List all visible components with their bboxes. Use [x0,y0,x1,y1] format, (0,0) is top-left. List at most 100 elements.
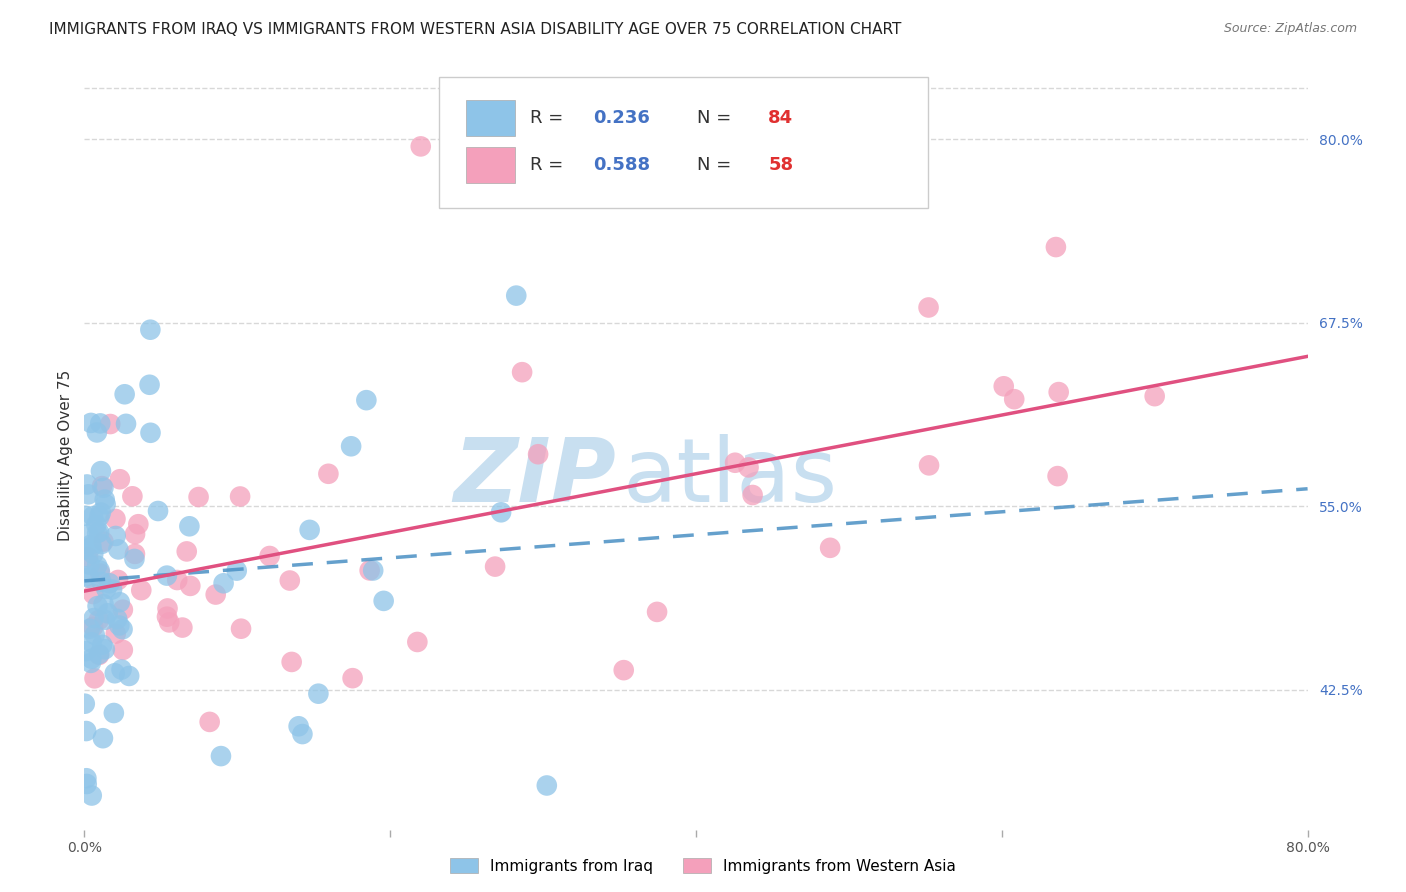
Point [104,512,127,526]
Point [104,626,127,640]
Point [89,509,111,524]
Point [741,488,763,502]
Point [278,574,301,588]
Point [86,558,108,573]
Point [80,789,103,803]
Text: 0.236: 0.236 [593,109,650,127]
Point [527,447,550,461]
Point [89,566,111,581]
Point [1046,469,1069,483]
Point [82,587,104,601]
Point [115,417,138,431]
Point [93,534,115,549]
Point [86,599,108,613]
Text: Source: ZipAtlas.com: Source: ZipAtlas.com [1223,22,1357,36]
Point [259,549,281,563]
Point [80,656,103,670]
Point [318,467,340,481]
Point [356,393,378,408]
Point [93,597,115,611]
Point [98,417,121,431]
Point [111,622,134,636]
Point [107,542,129,557]
Point [124,547,146,561]
Point [77,571,100,585]
Point [359,563,381,577]
Point [484,559,506,574]
Point [406,635,429,649]
Text: N =: N = [697,109,737,127]
Point [108,595,131,609]
Point [93,492,115,507]
Text: R =: R = [530,109,568,127]
Point [77,550,100,565]
Point [90,537,112,551]
Point [75,771,97,785]
Point [157,615,180,630]
Point [645,605,668,619]
Point [96,582,118,596]
Point [280,655,302,669]
Point [138,377,160,392]
Point [342,671,364,685]
Text: 84: 84 [768,109,793,127]
Point [104,666,127,681]
Point [75,644,97,658]
Point [179,579,201,593]
FancyBboxPatch shape [465,100,515,136]
Point [917,301,939,315]
Point [82,547,104,561]
Point [80,651,103,665]
Point [156,568,179,582]
Point [80,416,103,430]
Point [87,647,110,661]
Point [93,481,115,495]
Point [94,642,117,657]
Point [91,479,114,493]
Point [340,439,363,453]
Point [111,602,134,616]
Point [737,460,759,475]
Point [993,379,1015,393]
Text: R =: R = [530,156,568,174]
Point [89,417,111,431]
Point [82,620,104,634]
Point [510,365,533,379]
Point [76,477,98,491]
Point [166,573,188,587]
Point [1045,240,1067,254]
Point [79,538,101,552]
Point [139,323,162,337]
Point [80,635,103,649]
Point [361,564,384,578]
Point [79,622,101,636]
Point [86,425,108,440]
Point [118,669,141,683]
Point [187,490,209,504]
Point [124,527,146,541]
FancyBboxPatch shape [439,77,928,208]
Point [77,487,100,501]
Point [212,576,235,591]
Point [111,643,134,657]
Point [204,588,226,602]
Point [76,569,98,583]
Point [73,508,96,523]
Point [176,544,198,558]
Point [73,542,96,557]
Point [90,464,112,478]
Point [918,458,941,473]
Point [103,706,125,720]
Point [87,613,110,627]
Point [373,594,395,608]
Point [298,523,321,537]
Point [107,573,129,587]
Point [94,613,117,627]
Point [209,749,232,764]
Point [90,506,112,520]
Point [97,607,120,621]
Text: 58: 58 [768,156,793,174]
Point [91,638,114,652]
Point [139,425,162,440]
Point [83,628,105,642]
